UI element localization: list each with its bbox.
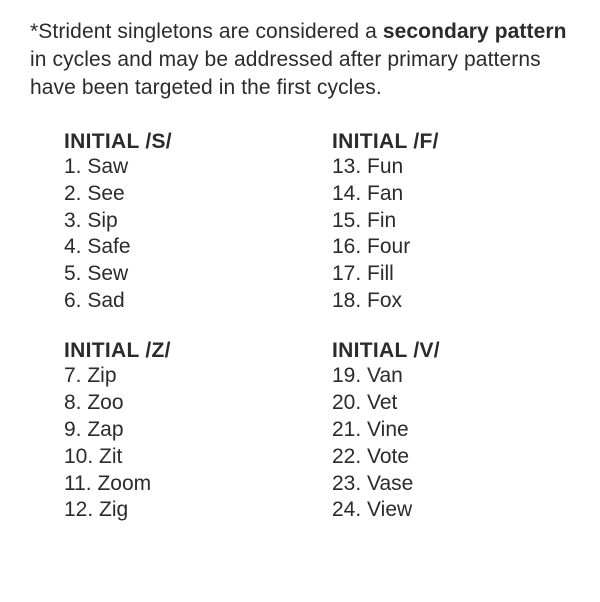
list-item: 7. Zip — [64, 363, 302, 390]
list-item: 8. Zoo — [64, 390, 302, 417]
note-prefix: *Strident singletons are considered a — [30, 20, 383, 43]
note-paragraph: *Strident singletons are considered a se… — [30, 18, 570, 102]
list-item: 16. Four — [332, 234, 570, 261]
list-item: 20. Vet — [332, 390, 570, 417]
note-suffix: in cycles and may be addressed after pri… — [30, 48, 541, 99]
list-item: 15. Fin — [332, 208, 570, 235]
column-left: INITIAL /S/ 1. Saw 2. See 3. Sip 4. Safe… — [64, 130, 302, 525]
list-item: 6. Sad — [64, 288, 302, 315]
group-title: INITIAL /Z/ — [64, 339, 302, 363]
list-item: 11. Zoom — [64, 471, 302, 498]
list-item: 18. Fox — [332, 288, 570, 315]
group-initial-v: INITIAL /V/ 19. Van 20. Vet 21. Vine 22.… — [332, 339, 570, 524]
list-item: 9. Zap — [64, 417, 302, 444]
list-item: 1. Saw — [64, 154, 302, 181]
list-item: 10. Zit — [64, 444, 302, 471]
list-item: 5. Sew — [64, 261, 302, 288]
list-item: 14. Fan — [332, 181, 570, 208]
column-right: INITIAL /F/ 13. Fun 14. Fan 15. Fin 16. … — [332, 130, 570, 525]
group-title: INITIAL /V/ — [332, 339, 570, 363]
list-item: 13. Fun — [332, 154, 570, 181]
list-item: 12. Zig — [64, 497, 302, 524]
group-title: INITIAL /F/ — [332, 130, 570, 154]
group-initial-s: INITIAL /S/ 1. Saw 2. See 3. Sip 4. Safe… — [64, 130, 302, 315]
word-list-columns: INITIAL /S/ 1. Saw 2. See 3. Sip 4. Safe… — [30, 130, 570, 525]
list-item: 21. Vine — [332, 417, 570, 444]
group-initial-z: INITIAL /Z/ 7. Zip 8. Zoo 9. Zap 10. Zit… — [64, 339, 302, 524]
list-item: 24. View — [332, 497, 570, 524]
list-item: 22. Vote — [332, 444, 570, 471]
list-item: 2. See — [64, 181, 302, 208]
list-item: 23. Vase — [332, 471, 570, 498]
group-initial-f: INITIAL /F/ 13. Fun 14. Fan 15. Fin 16. … — [332, 130, 570, 315]
list-item: 17. Fill — [332, 261, 570, 288]
list-item: 3. Sip — [64, 208, 302, 235]
note-bold: secondary pattern — [383, 20, 567, 43]
list-item: 4. Safe — [64, 234, 302, 261]
list-item: 19. Van — [332, 363, 570, 390]
group-title: INITIAL /S/ — [64, 130, 302, 154]
